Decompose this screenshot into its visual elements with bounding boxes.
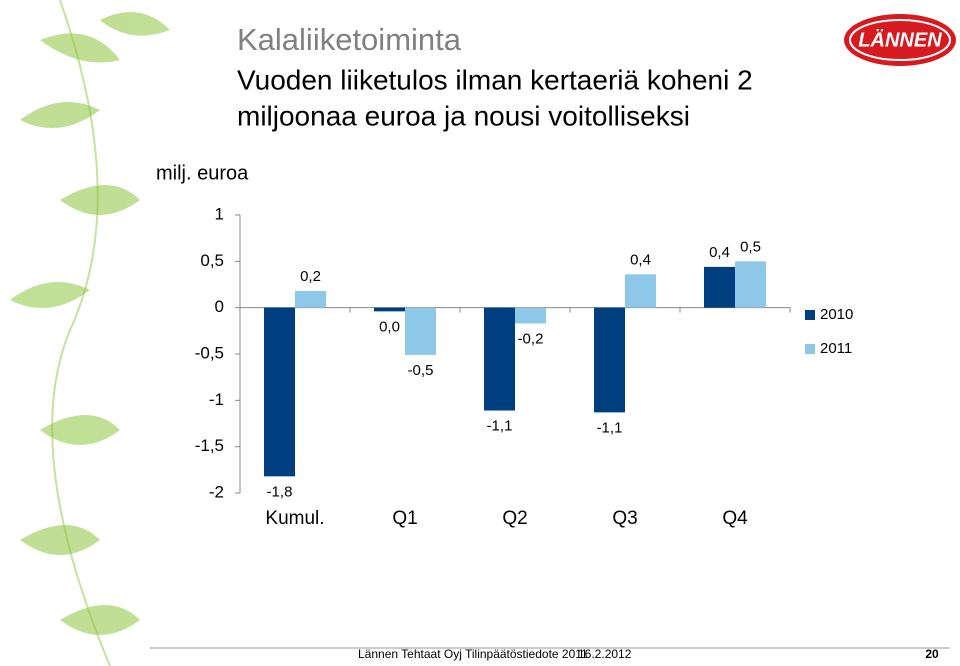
y-tick-label: -0,5 bbox=[195, 343, 224, 362]
bar bbox=[484, 307, 515, 411]
y-tick-label: 0 bbox=[215, 297, 224, 316]
y-tick-label: -2 bbox=[209, 482, 224, 501]
y-axis-label: milj. euroa bbox=[156, 162, 249, 184]
data-label: -0,5 bbox=[408, 362, 434, 379]
x-tick-label: Q4 bbox=[722, 508, 748, 529]
y-tick-label: -1,5 bbox=[195, 436, 224, 455]
data-label: -1,8 bbox=[267, 483, 293, 500]
x-tick-label: Q2 bbox=[502, 508, 527, 529]
bar bbox=[625, 274, 656, 308]
data-label: 0,0 bbox=[379, 318, 400, 335]
vine bbox=[51, 0, 111, 666]
footer-text: Lännen Tehtaat Oyj Tilinpäätöstiedote 20… bbox=[358, 647, 588, 661]
data-label: 0,2 bbox=[300, 268, 321, 285]
data-label: -1,1 bbox=[487, 417, 513, 434]
bar bbox=[264, 307, 295, 477]
x-tick-label: Q1 bbox=[392, 508, 417, 529]
y-tick-label: 1 bbox=[215, 204, 224, 223]
bar bbox=[405, 307, 436, 355]
y-tick-label: -1 bbox=[209, 390, 224, 409]
data-label: -0,2 bbox=[518, 330, 544, 347]
logo bbox=[844, 14, 956, 66]
x-tick-label: Q3 bbox=[612, 508, 637, 529]
x-tick-label: Kumul. bbox=[265, 508, 324, 529]
legend-swatch bbox=[805, 310, 815, 320]
footer-date: 16.2.2012 bbox=[578, 647, 632, 661]
bar bbox=[594, 307, 625, 413]
y-tick-label: 0,5 bbox=[200, 251, 224, 270]
legend-label: 2010 bbox=[820, 306, 853, 323]
chart-subtitle: miljoonaa euroa ja nousi voitolliseksi bbox=[237, 100, 690, 131]
legend-swatch bbox=[805, 344, 815, 354]
bar bbox=[374, 307, 405, 312]
bar bbox=[735, 261, 766, 308]
bar bbox=[704, 266, 735, 308]
legend-label: 2011 bbox=[820, 340, 852, 357]
logo-text: LÄNNEN bbox=[858, 28, 942, 51]
chart-subtitle: Vuoden liiketulos ilman kertaeriä koheni… bbox=[237, 64, 753, 95]
data-label: 0,4 bbox=[709, 244, 730, 261]
bar bbox=[295, 290, 326, 308]
logo-ring bbox=[849, 19, 951, 61]
chart-title: Kalaliiketoiminta bbox=[237, 22, 462, 57]
footer-page: 20 bbox=[925, 647, 939, 661]
data-label: 0,4 bbox=[630, 251, 651, 268]
bar bbox=[515, 307, 546, 324]
data-label: -1,1 bbox=[597, 419, 623, 436]
data-label: 0,5 bbox=[740, 238, 761, 255]
leaf-decoration bbox=[10, 12, 170, 635]
